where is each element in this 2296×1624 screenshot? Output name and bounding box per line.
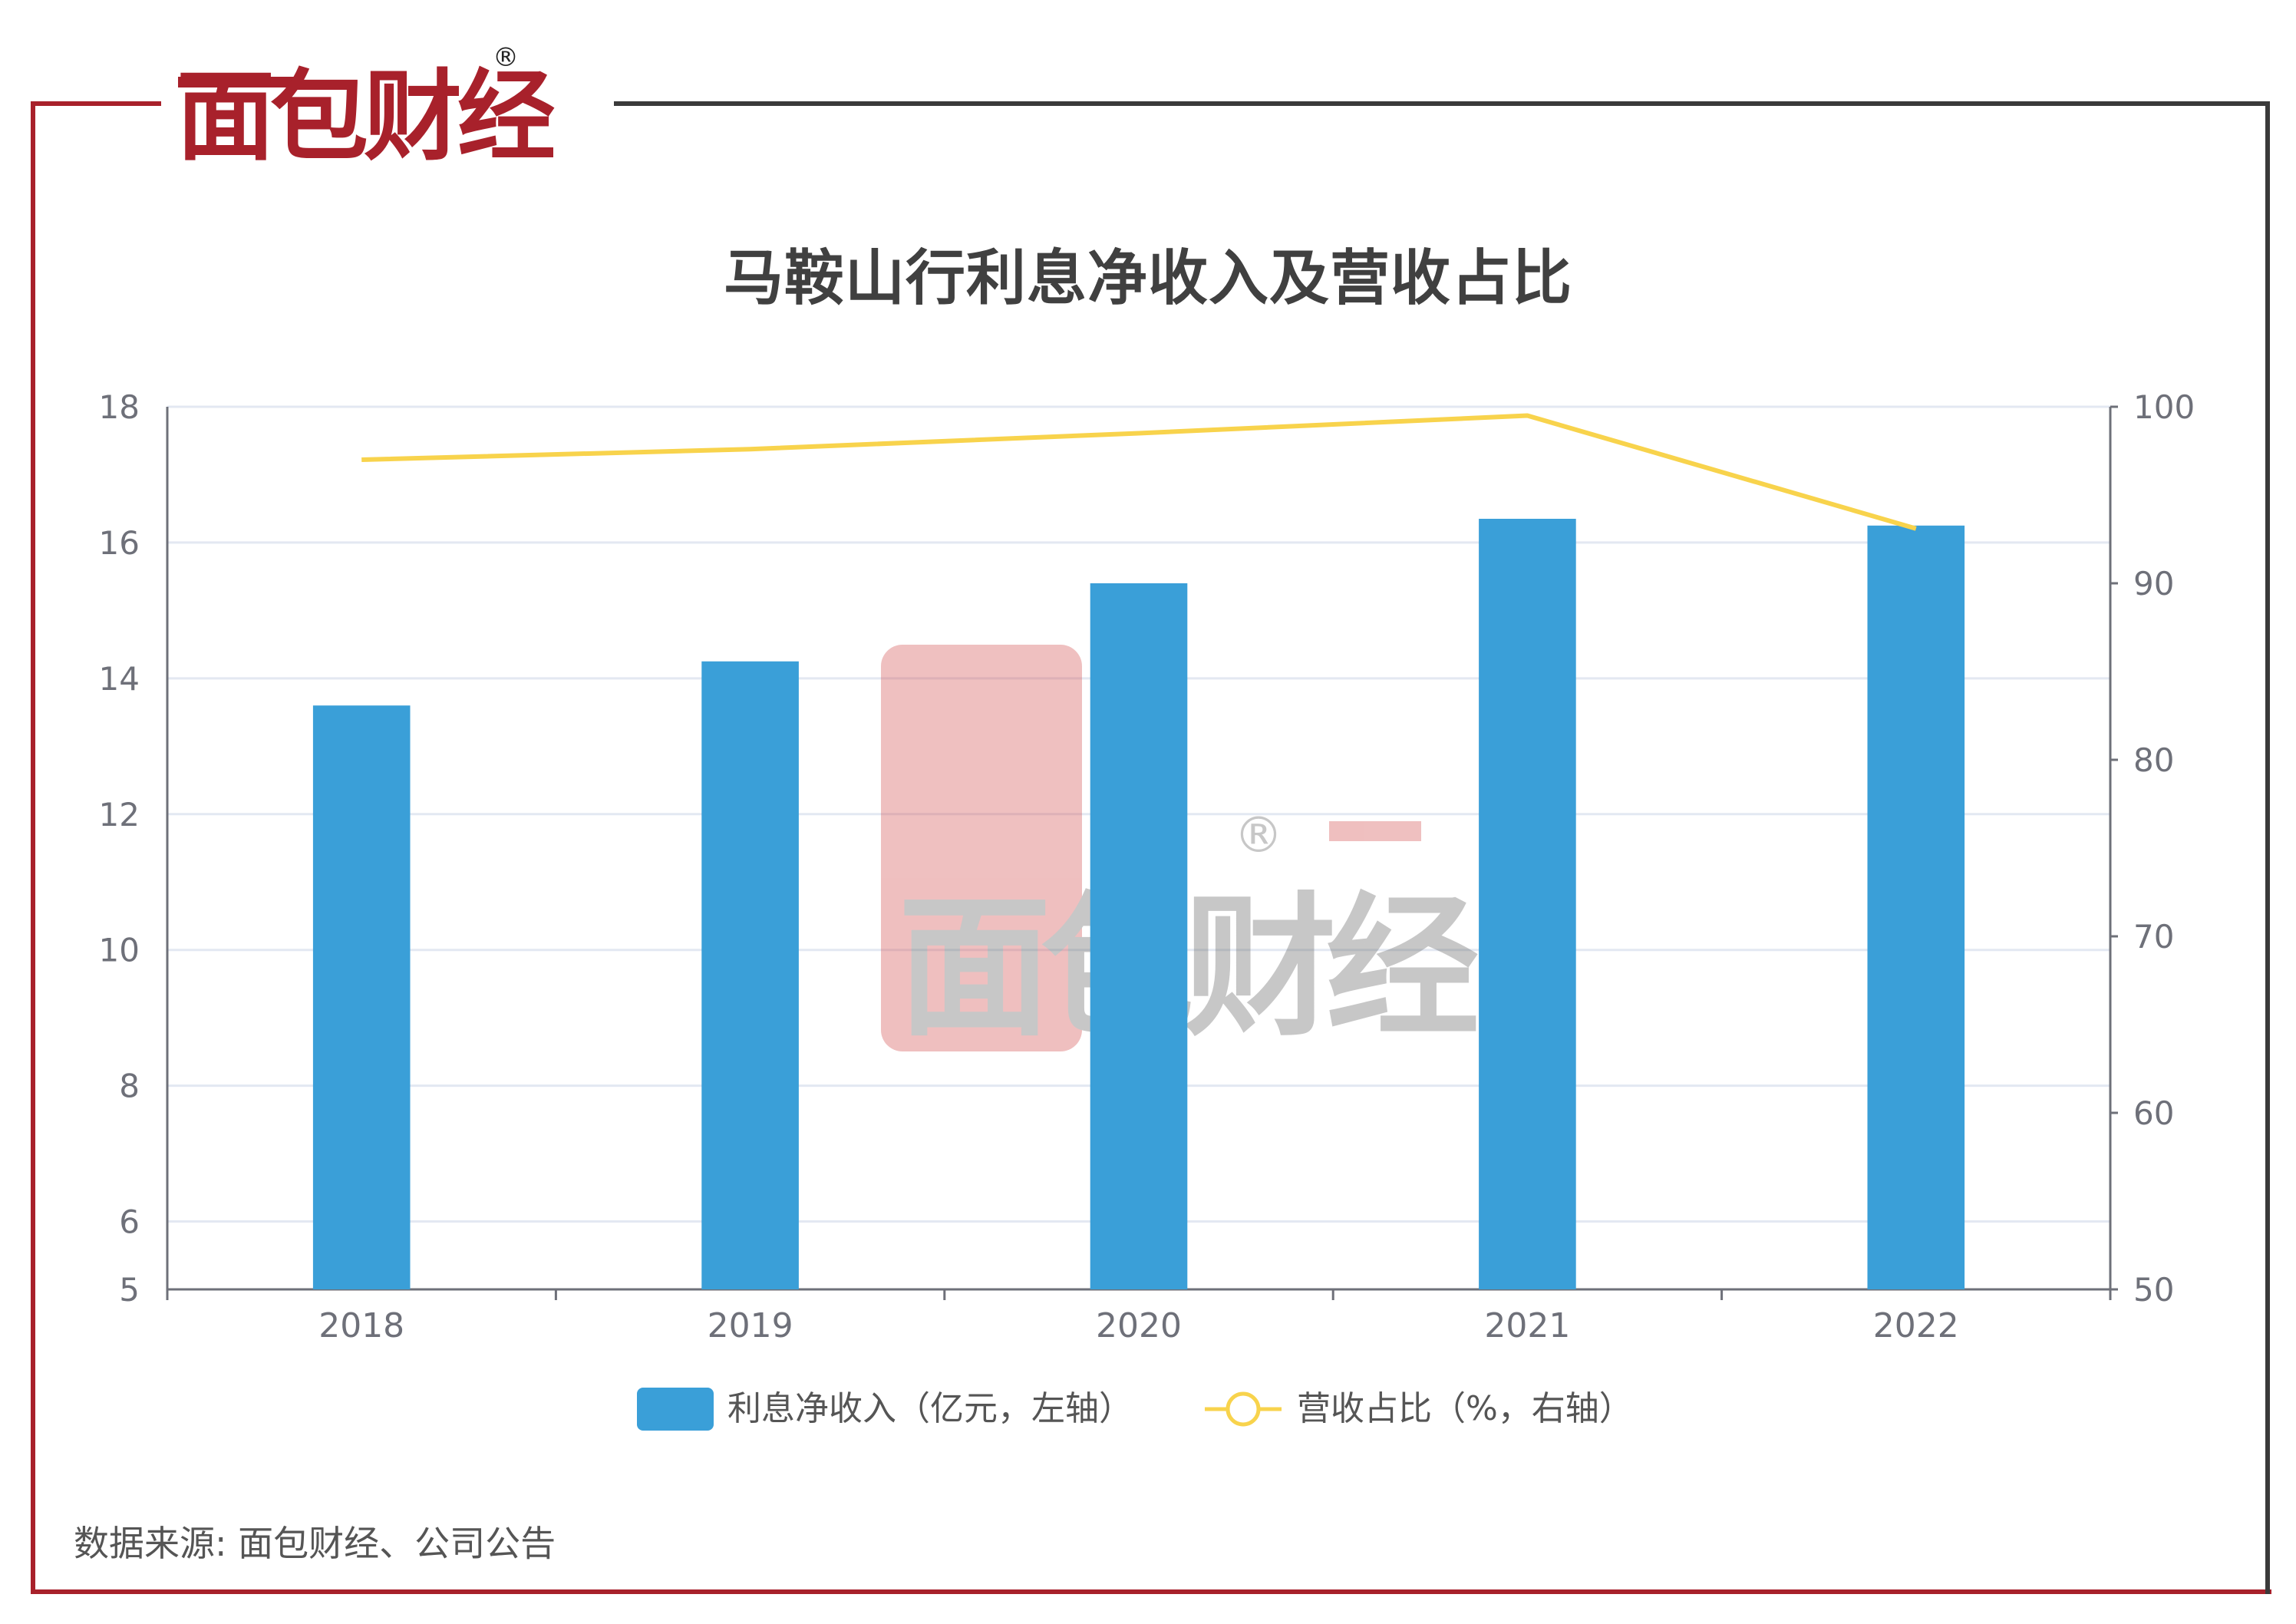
watermark-red-block — [881, 645, 1082, 1051]
bar — [1867, 525, 1965, 1289]
y-left-tick-label: 18 — [99, 388, 140, 426]
ratio-line — [361, 413, 1917, 531]
registered-mark: ® — [493, 42, 519, 73]
bar — [701, 661, 799, 1289]
y-right-tick-label: 70 — [2133, 918, 2174, 956]
legend-bar-swatch[interactable] — [637, 1388, 714, 1431]
watermark-registered: ® — [1234, 807, 1283, 864]
y-right-tick-label: 50 — [2133, 1271, 2174, 1309]
watermark-text: 面包财经 — [898, 879, 1478, 1058]
logo-mark-text: 面包财经 — [176, 60, 555, 167]
chart-title: 马鞍山行利息净收入及营收占比 — [723, 244, 1572, 313]
legend-line-marker[interactable] — [1226, 1391, 1261, 1427]
brand-logo: 面包财经 ® — [176, 42, 559, 167]
bar — [1090, 583, 1188, 1289]
y-right-tick-label: 60 — [2133, 1094, 2174, 1132]
bar-layer — [312, 518, 1965, 1289]
data-source: 数据来源: 面包财经、公司公告 — [74, 1523, 556, 1564]
line-layer — [361, 413, 1917, 531]
legend: 利息净收入（亿元，左轴） 营收占比（%，右轴） — [637, 1388, 1633, 1431]
watermark-red-bar — [1329, 821, 1421, 841]
y-right-tick-label: 80 — [2133, 741, 2174, 779]
bar — [312, 705, 411, 1289]
y-left-tick-label: 12 — [99, 796, 140, 833]
x-tick-label: 2019 — [708, 1306, 793, 1345]
y-left-tick-label: 10 — [99, 932, 140, 969]
legend-bar-label[interactable]: 利息净收入（亿元，左轴） — [727, 1389, 1133, 1428]
bar — [1479, 518, 1576, 1289]
y-right-tick-label: 90 — [2133, 565, 2174, 602]
x-tick-label: 2022 — [1873, 1306, 1959, 1345]
watermark: 面包财经 ® — [881, 645, 1489, 1058]
x-tick-label: 2021 — [1484, 1306, 1570, 1345]
y-left-tick-label: 14 — [99, 660, 140, 698]
y-right-tick-label: 100 — [2133, 388, 2195, 426]
y-left-tick-label: 6 — [119, 1203, 140, 1241]
x-tick-label: 2020 — [1096, 1306, 1182, 1345]
legend-line-label[interactable]: 营收占比（%，右轴） — [1297, 1389, 1633, 1428]
x-tick-label: 2018 — [318, 1306, 404, 1345]
y-left-tick-label: 16 — [99, 524, 140, 562]
y-left-tick-label: 5 — [119, 1271, 140, 1309]
logo-accent — [178, 77, 301, 87]
y-left-tick-label: 8 — [119, 1068, 140, 1105]
axis-layer: 5 6 8 10 12 14 16 18 50 60 70 80 90 100 2018 2019 2020 20… — [99, 388, 2195, 1345]
